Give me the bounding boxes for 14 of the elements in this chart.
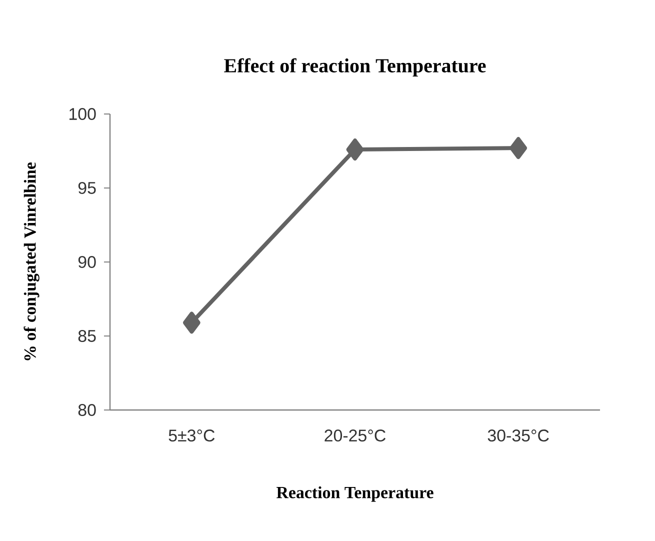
y-tick-label: 85 (78, 330, 96, 342)
y-tick-label: 100 (70, 108, 96, 120)
x-tick-label: 30-35°C (488, 430, 549, 442)
point (346, 138, 364, 161)
x-tick-label: 5±3°C (168, 430, 215, 442)
x-axis-title: Reaction Tenperature (276, 486, 434, 502)
y-tick-label: 90 (78, 256, 96, 268)
point (510, 137, 528, 160)
x-tick-label: 20-25°C (324, 430, 386, 442)
chart-title: Effect of reaction Temperature (224, 58, 486, 76)
point (182, 312, 200, 334)
y-tick-label: 80 (78, 404, 96, 416)
y-tick-label: 95 (78, 182, 96, 194)
y-axis-title: % of conjugated Vinrelbine (24, 162, 40, 360)
